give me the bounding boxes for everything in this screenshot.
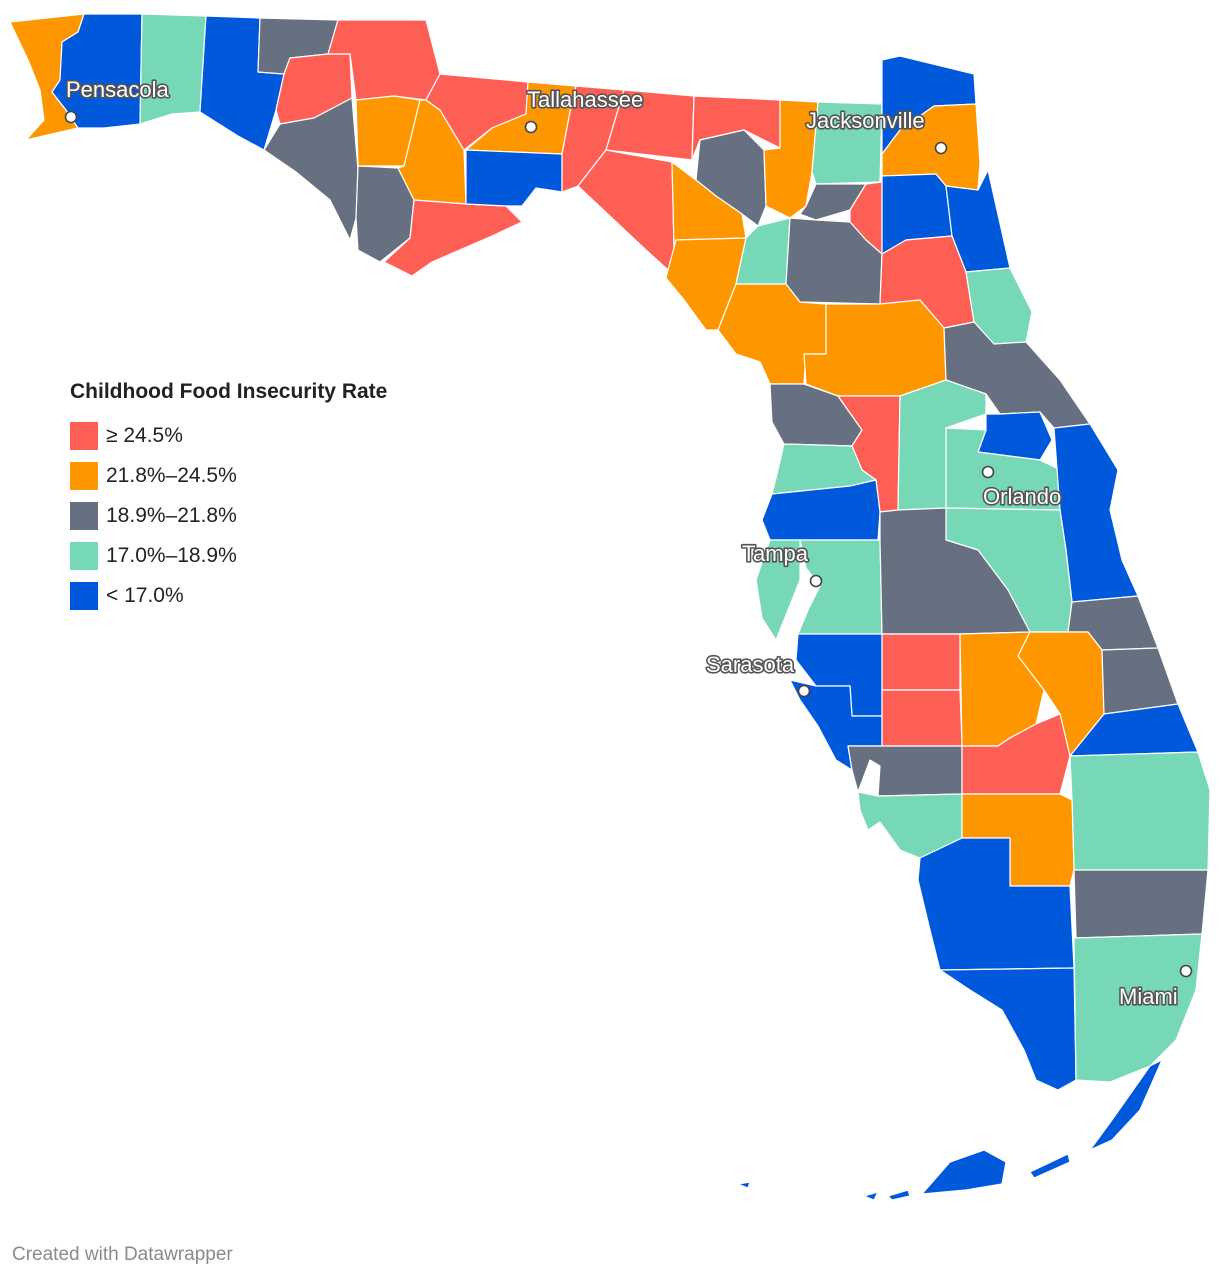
city-tallahassee: Tallahassee: [524, 85, 645, 134]
city-marker-icon: [1179, 964, 1193, 978]
legend-swatch: [70, 542, 98, 570]
city-label-orlando: Orlando: [983, 484, 1061, 509]
county-monroe-mainland[interactable]: [939, 967, 1077, 1091]
legend-item: < 17.0%: [70, 576, 387, 616]
legend-label: 18.9%–21.8%: [106, 504, 237, 527]
county-st-lucie[interactable]: [1101, 647, 1179, 715]
city-label-tampa: Tampa: [742, 541, 809, 566]
city-label-sarasota: Sarasota: [706, 652, 795, 677]
county-miami-dade[interactable]: [1073, 933, 1203, 1083]
legend-title: Childhood Food Insecurity Rate: [70, 380, 388, 403]
legend-swatch: [70, 502, 98, 530]
city-marker-icon: [809, 574, 823, 588]
county-desoto[interactable]: [881, 689, 963, 747]
county-broward[interactable]: [1073, 869, 1209, 939]
city-sarasota: Sarasota: [704, 650, 811, 698]
legend-item: 17.0%–18.9%: [70, 536, 387, 576]
map-legend: Childhood Food Insecurity Rate ≥ 24.5% 2…: [70, 380, 387, 616]
city-jacksonville: Jacksonville: [804, 106, 948, 155]
city-miami: Miami: [1117, 964, 1193, 1011]
city-label-jacksonville: Jacksonville: [806, 108, 925, 133]
county-collier[interactable]: [917, 837, 1075, 971]
legend-swatch: [70, 422, 98, 450]
legend-label: 17.0%–18.9%: [106, 544, 237, 567]
legend-swatch: [70, 582, 98, 610]
county-lee[interactable]: [857, 791, 963, 859]
legend-label: ≥ 24.5%: [106, 424, 183, 447]
legend-swatch: [70, 462, 98, 490]
city-marker-icon: [524, 120, 538, 134]
legend-item: 21.8%–24.5%: [70, 456, 387, 496]
city-marker-icon: [797, 684, 811, 698]
city-orlando: Orlando: [981, 465, 1063, 511]
county-pasco[interactable]: [761, 479, 881, 541]
county-polk[interactable]: [879, 507, 1031, 635]
city-marker-icon: [934, 141, 948, 155]
city-label-pensacola: Pensacola: [66, 77, 170, 102]
datawrapper-credit[interactable]: Created with Datawrapper: [12, 1244, 233, 1265]
legend-item: 18.9%–21.8%: [70, 496, 387, 536]
county-pinellas[interactable]: [755, 539, 801, 641]
city-marker-icon: [981, 465, 995, 479]
legend-label: < 17.0%: [106, 584, 184, 607]
county-seminole[interactable]: [977, 411, 1053, 461]
city-marker-icon: [64, 110, 78, 124]
city-label-tallahassee: Tallahassee: [527, 87, 643, 112]
county-taylor[interactable]: [577, 149, 675, 271]
city-tampa: Tampa: [740, 539, 823, 588]
county-hillsborough[interactable]: [797, 539, 883, 635]
county-charlotte[interactable]: [847, 745, 963, 797]
county-okaloosa[interactable]: [139, 13, 207, 125]
city-pensacola: Pensacola: [64, 75, 171, 124]
legend-label: 21.8%–24.5%: [106, 464, 237, 487]
legend-item: ≥ 24.5%: [70, 416, 387, 456]
county-wakulla[interactable]: [465, 149, 563, 207]
county-hardee[interactable]: [881, 633, 961, 691]
county-baker[interactable]: [811, 101, 883, 185]
city-label-miami: Miami: [1119, 984, 1178, 1009]
county-palm-beach[interactable]: [1069, 751, 1211, 871]
county-monroe-keys[interactable]: [737, 1059, 1163, 1201]
